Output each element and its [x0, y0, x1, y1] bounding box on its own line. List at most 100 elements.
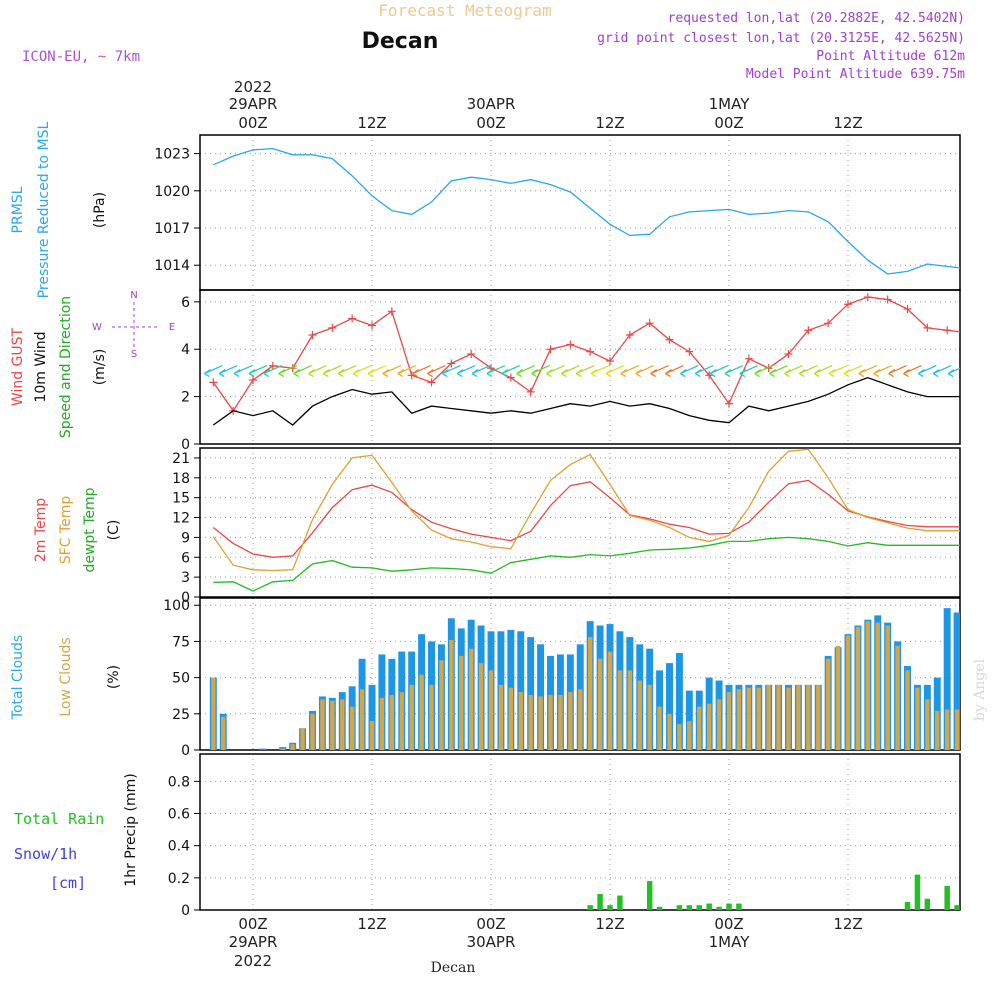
t2m-label: 2m Temp: [33, 498, 49, 562]
precip-panel: 0 0.2 0.4 0.6 0.8: [168, 753, 961, 919]
gust-point: [526, 387, 535, 396]
gust-point: [387, 307, 396, 316]
gust-point: [744, 354, 753, 363]
10m-wind-line: [212, 377, 960, 426]
low-cloud-bar: [548, 694, 553, 750]
wind-arrow: [932, 365, 952, 378]
rain-bar: [686, 905, 693, 910]
temp-ytick-label: 6: [181, 550, 190, 566]
wind-arrow: [739, 365, 759, 378]
low-cloud-bar: [449, 639, 454, 750]
low-cloud-bar: [369, 721, 375, 750]
wind-arrow: [650, 365, 669, 378]
low-cloud-bar: [875, 622, 880, 750]
clouds-ytick-label: 100: [163, 598, 190, 614]
total-cloud-bar: [368, 684, 376, 750]
gust-point: [844, 300, 852, 309]
gust-point: [506, 373, 515, 382]
low-cloud-bar: [439, 660, 444, 750]
low-cloud-bar: [330, 700, 335, 750]
gust-point: [606, 357, 614, 366]
2m-temp-line: [212, 479, 960, 558]
low-cloud-bar: [211, 677, 216, 750]
gust-label: Wind GUST: [10, 327, 26, 406]
wind-arrow: [263, 365, 283, 378]
bottom-day-label: 30APR: [467, 933, 516, 951]
low-cloud-bar: [340, 699, 345, 750]
rain-label: Total Rain: [14, 810, 104, 828]
cloud-labels: Total Clouds Low Clouds (%): [10, 635, 122, 720]
precip-ytick-label: 0.6: [168, 807, 190, 823]
rain-bar: [656, 906, 663, 910]
low-cloud-bar: [905, 670, 910, 750]
gust-point: [249, 376, 257, 385]
wind-arrow: [754, 365, 773, 378]
gust-point: [883, 295, 892, 304]
wind-arrow: [903, 365, 922, 378]
compass-n: N: [130, 290, 137, 301]
low-cloud-bar: [944, 709, 950, 750]
wind-arrow: [665, 365, 684, 378]
gust-point: [348, 314, 357, 323]
wind-arrow: [888, 365, 907, 378]
low-cloud-bar: [320, 699, 325, 750]
rain-bar: [597, 893, 603, 910]
rain-bar: [944, 885, 950, 910]
low-cloud-bar: [627, 670, 633, 750]
wind-arrow: [204, 365, 223, 378]
temp-series: [212, 448, 960, 592]
temp-panel: 0 3 6 9 12 15 18 21: [172, 447, 961, 606]
wind-arrow: [501, 365, 521, 378]
wind-arrow: [337, 365, 357, 378]
precip-axis-label: 1hr Precip (mm): [123, 773, 139, 886]
low-cloud-bar: [300, 728, 305, 750]
low-cloud-bar: [379, 697, 385, 750]
rain-bar: [736, 903, 742, 910]
gust-point: [566, 340, 575, 349]
bottom-year: 2022: [234, 952, 272, 970]
pressure-series: [213, 147, 960, 275]
bottom-day-label: 1MAY: [709, 933, 751, 951]
total-cloud-bar: [953, 612, 960, 750]
low-cloud-bar: [935, 710, 940, 750]
sfc-temp-line: [212, 448, 960, 572]
bottom-hour-label: 12Z: [833, 915, 862, 933]
temp-ytick-label: 0: [181, 590, 190, 606]
bottom-time-axis: 00Z 12Z 00Z 12Z 00Z 12Z 29APR 30APR 1MAY: [229, 915, 863, 951]
wind-unit: (m/s): [92, 349, 108, 386]
low-cloud-bar: [697, 706, 702, 750]
wind-arrow: [397, 365, 416, 378]
low-cloud-bar: [459, 655, 464, 750]
wind-frame: [199, 289, 961, 445]
low-cloud-bar: [806, 684, 811, 750]
gust-point: [645, 319, 654, 328]
low-cloud-bar: [746, 687, 752, 750]
gust-point: [963, 329, 971, 337]
low-cloud-bar: [419, 674, 424, 750]
wind-arrow: [605, 365, 625, 378]
requested-coords: requested lon,lat (20.2882E, 42.5402N): [668, 11, 965, 26]
wind-ytick-label: 2: [181, 390, 190, 406]
low-cloud-bar: [528, 694, 533, 750]
wind-arrow: [412, 365, 431, 378]
wind-arrow: [456, 365, 476, 378]
low-cloud-bar: [816, 684, 821, 750]
gust-point: [923, 323, 932, 332]
pressure-frame: [199, 134, 961, 291]
temp-ytick-label: 15: [172, 491, 190, 507]
bottom-hour-label: 00Z: [714, 915, 743, 933]
rain-bar: [617, 895, 623, 910]
gust-point: [368, 321, 376, 330]
low-cloud-bar: [845, 635, 851, 750]
clouds-ytick-label: 75: [172, 634, 190, 650]
wind-arrow: [784, 365, 803, 378]
top-hour-label: 12Z: [833, 114, 862, 132]
low-cloud-bar: [766, 684, 771, 750]
wind-arrow: [680, 365, 699, 378]
low-cloud-bar: [647, 684, 652, 750]
low-cloud-bar: [895, 645, 900, 750]
low-cloud-bar: [280, 748, 285, 750]
top-day-label: 1MAY: [709, 95, 751, 113]
